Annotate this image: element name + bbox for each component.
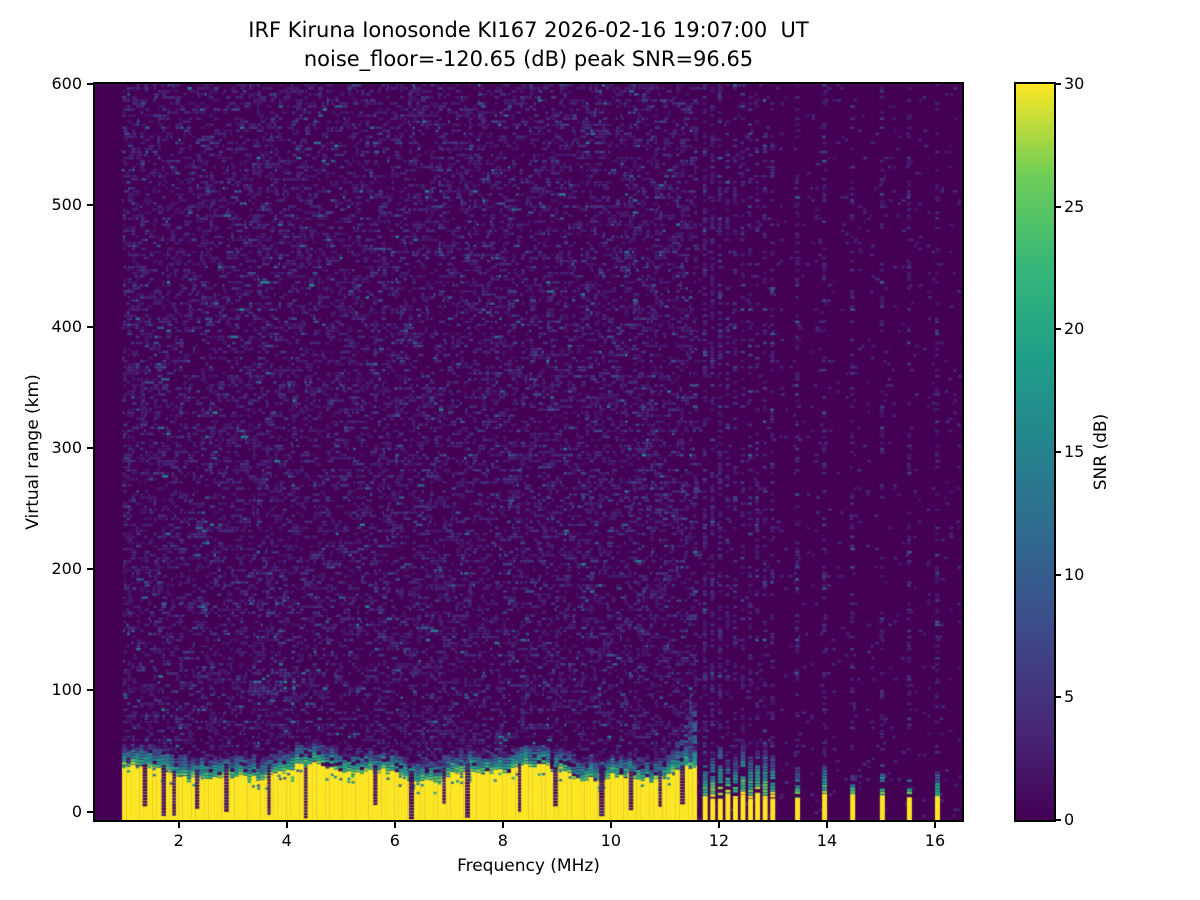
- y-tick-label: 300: [51, 437, 82, 457]
- colorbar-tick-mark: [1056, 819, 1061, 821]
- x-axis-label: Frequency (MHz): [457, 856, 600, 876]
- x-tick-mark: [177, 822, 180, 828]
- x-tick-label: 12: [708, 831, 730, 850]
- chart-title-line1: IRF Kiruna Ionosonde KI167 2026-02-16 19…: [248, 18, 809, 42]
- y-tick-mark: [87, 810, 93, 813]
- y-tick-mark: [87, 325, 93, 328]
- colorbar-gradient-canvas: [1016, 84, 1054, 820]
- y-tick-label: 0: [71, 801, 82, 821]
- x-tick-mark: [393, 822, 396, 828]
- y-tick-label: 600: [51, 74, 82, 93]
- x-tick-label: 6: [389, 831, 400, 850]
- plot-area: [93, 82, 964, 822]
- colorbar-tick-label: 10: [1064, 564, 1085, 584]
- chart-title-line2: noise_floor=-120.65 (dB) peak SNR=96.65: [303, 47, 754, 71]
- y-tick-mark: [87, 204, 93, 207]
- y-tick-mark: [87, 568, 93, 570]
- y-tick-label: 500: [51, 195, 82, 215]
- colorbar-tick-label: 20: [1064, 319, 1085, 339]
- ionogram-heatmap-canvas: [95, 84, 962, 820]
- colorbar-tick-mark: [1056, 451, 1061, 453]
- x-tick-mark: [501, 822, 504, 828]
- colorbar-tick-mark: [1056, 328, 1061, 331]
- colorbar-tick-mark: [1056, 83, 1061, 85]
- colorbar-tick-mark: [1056, 696, 1061, 699]
- x-tick-mark: [933, 822, 936, 828]
- colorbar-tick-mark: [1056, 205, 1061, 208]
- colorbar: [1014, 82, 1056, 822]
- colorbar-tick-label: 25: [1064, 196, 1085, 216]
- y-tick-mark: [87, 83, 93, 85]
- x-tick-label: 8: [497, 831, 508, 850]
- y-tick-label: 200: [51, 559, 82, 578]
- x-tick-label: 2: [173, 831, 184, 850]
- x-tick-mark: [609, 822, 612, 828]
- x-tick-label: 10: [600, 831, 622, 850]
- y-tick-mark: [87, 689, 93, 692]
- chart-title: IRF Kiruna Ionosonde KI167 2026-02-16 19…: [95, 16, 962, 74]
- x-tick-mark: [285, 822, 288, 828]
- colorbar-tick-label: 30: [1064, 74, 1085, 93]
- colorbar-tick-mark: [1056, 573, 1061, 576]
- y-tick-mark: [87, 446, 93, 449]
- colorbar-tick-label: 5: [1064, 687, 1075, 707]
- y-tick-label: 100: [51, 680, 82, 700]
- x-tick-label: 14: [816, 831, 838, 850]
- x-tick-label: 4: [281, 831, 292, 850]
- colorbar-tick-label: 0: [1064, 810, 1075, 829]
- x-tick-mark: [717, 822, 720, 828]
- x-tick-mark: [825, 822, 828, 828]
- colorbar-label: SNR (dB): [1091, 413, 1111, 491]
- colorbar-tick-label: 15: [1064, 442, 1085, 461]
- y-tick-label: 400: [51, 316, 82, 336]
- x-tick-label: 16: [924, 831, 946, 850]
